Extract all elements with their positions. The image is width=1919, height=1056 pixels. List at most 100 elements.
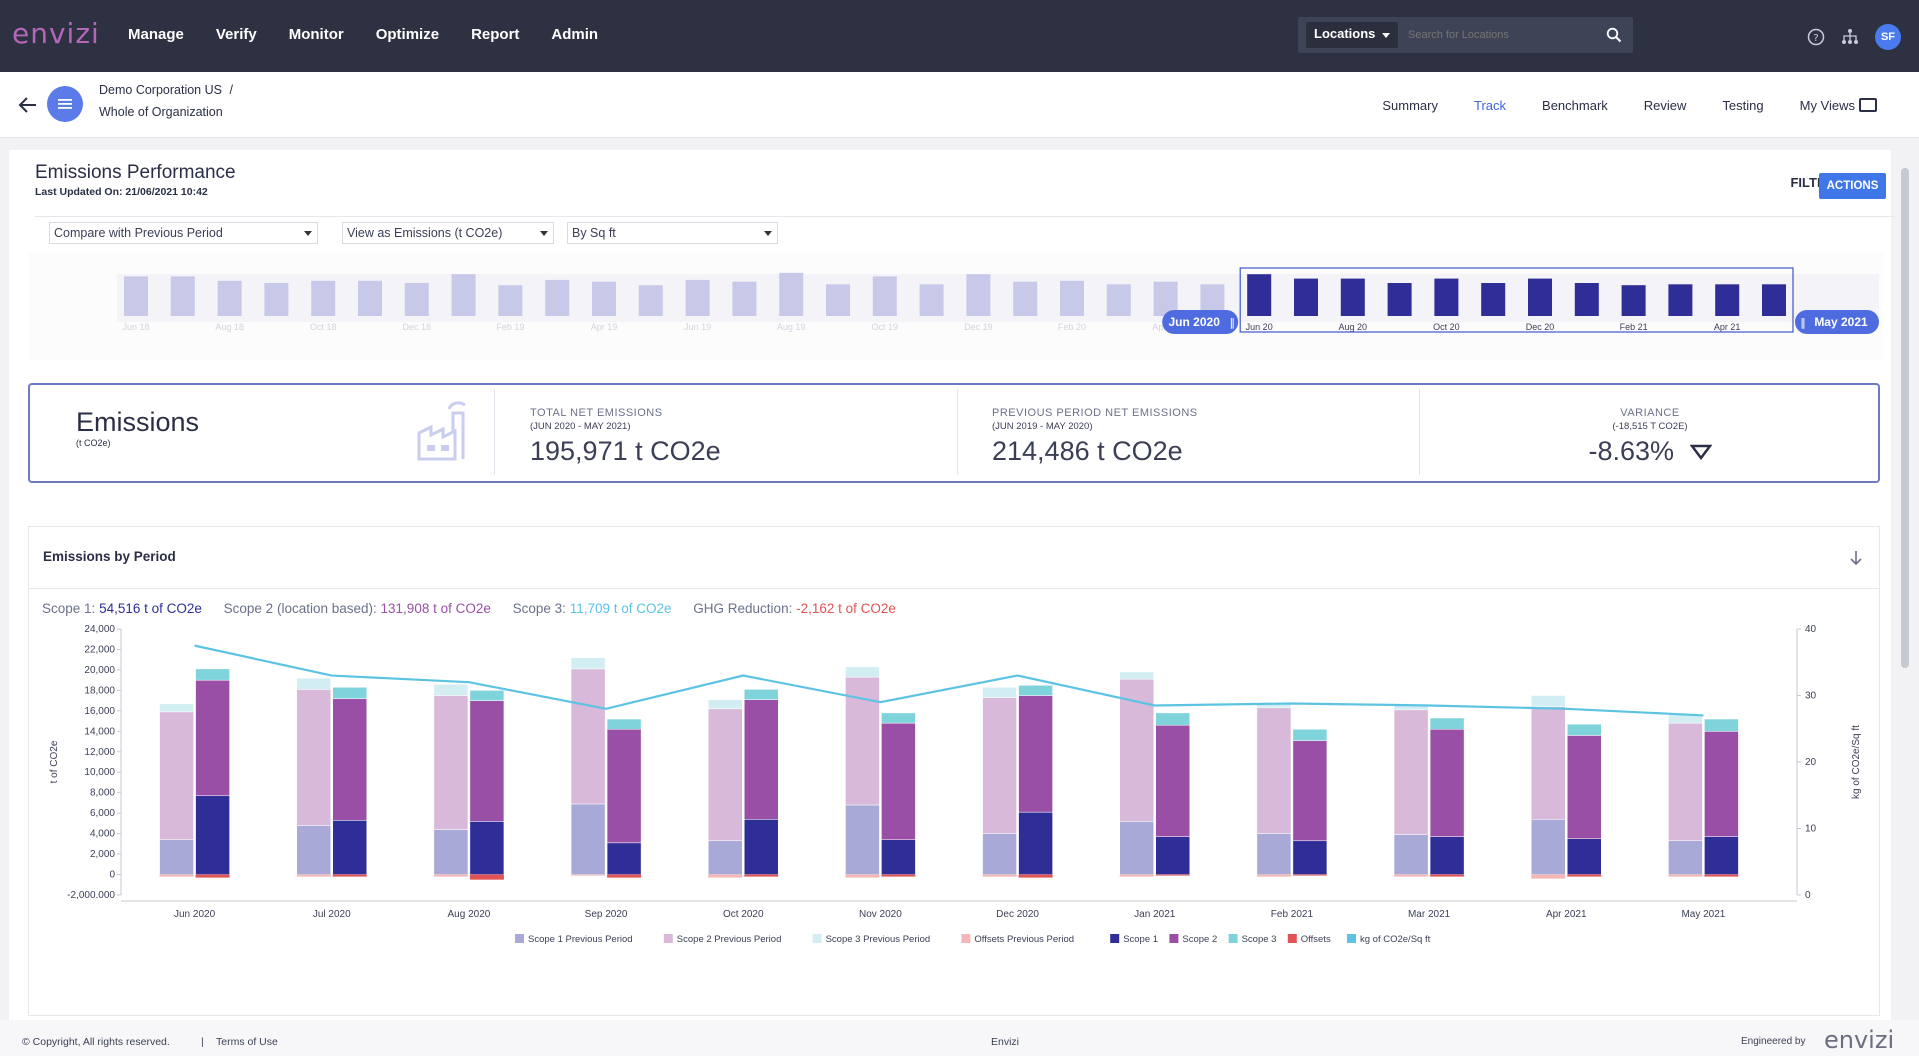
- main-nav: Manage Verify Monitor Optimize Report Ad…: [128, 26, 598, 43]
- mini-axis-label: Apr 21: [1714, 322, 1741, 332]
- bar-scope-2-previous-period: [1256, 707, 1292, 834]
- tab-track[interactable]: Track: [1474, 98, 1507, 113]
- bar-offsets: [195, 874, 230, 878]
- panel-toggle-icon[interactable]: [1859, 98, 1877, 112]
- nav-verify[interactable]: Verify: [215, 26, 257, 43]
- factory-icon: [417, 401, 466, 461]
- terms-link[interactable]: Terms of Use: [216, 1036, 278, 1048]
- help-icon[interactable]: ?: [1807, 28, 1825, 46]
- search-icon[interactable]: [1606, 27, 1622, 43]
- legend-item[interactable]: Scope 3 Previous Period: [812, 934, 931, 945]
- legend-swatch: [663, 934, 673, 943]
- page-scrollbar[interactable]: [1898, 152, 1912, 1018]
- user-avatar[interactable]: SF: [1875, 24, 1901, 50]
- breadcrumb-level[interactable]: Whole of Organization: [99, 105, 223, 119]
- range-end-handle[interactable]: ‖ May 2021: [1795, 310, 1879, 334]
- mini-axis-label: Jun 19: [684, 322, 711, 332]
- hierarchy-icon[interactable]: [1841, 28, 1859, 46]
- envizi-logo[interactable]: envizi: [12, 17, 100, 50]
- kpi-variance: VARIANCE (-18,515 T CO2E) -8.63%: [1420, 407, 1880, 503]
- ghg-value: -2,162 t of CO2e: [796, 601, 896, 616]
- legend-item[interactable]: Scope 1: [1110, 934, 1158, 945]
- legend-swatch: [961, 934, 971, 943]
- prev-value: 214,486 t CO2e: [992, 436, 1183, 466]
- tab-my-views[interactable]: My Views: [1799, 98, 1855, 113]
- bar-scope-1-previous-period: [1531, 819, 1566, 875]
- period-range-selector[interactable]: Jun 18 Aug 18 Oct 18 Dec 18 Feb 19 Apr 19 Jun …: [29, 252, 1884, 360]
- tab-benchmark[interactable]: Benchmark: [1542, 98, 1608, 113]
- breadcrumb-separator: /: [229, 83, 233, 97]
- nav-manage[interactable]: Manage: [128, 26, 184, 43]
- mini-bar: [1574, 283, 1599, 316]
- kpi-previous: PREVIOUS PERIOD NET EMISSIONS (JUN 2019 …: [992, 407, 1198, 503]
- nav-report[interactable]: Report: [471, 26, 520, 43]
- svg-text:?: ?: [1813, 33, 1818, 44]
- page-title: Emissions Performance: [35, 162, 236, 183]
- bar-scope-1-previous-period: [296, 825, 331, 875]
- nav-optimize[interactable]: Optimize: [375, 26, 440, 43]
- view-as-dropdown[interactable]: View as Emissions (t CO2e): [342, 222, 554, 244]
- mini-axis-label: Aug 18: [215, 322, 244, 332]
- search-input[interactable]: [1408, 23, 1598, 47]
- mini-bar: [1434, 278, 1459, 316]
- search-scope-select[interactable]: Locations: [1306, 22, 1398, 48]
- mini-axis-label: Dec 19: [964, 322, 993, 332]
- bar-scope-2: [1704, 731, 1739, 837]
- legend-item[interactable]: Offsets Previous Period: [961, 934, 1074, 945]
- mini-bar: [124, 276, 148, 316]
- mini-bar: [451, 274, 476, 316]
- bar-offsets-previous-period: [296, 874, 331, 877]
- mini-bar: [264, 283, 289, 316]
- emissions-by-period-section: Emissions by Period Scope 1: 54,516 t of…: [28, 526, 1880, 1016]
- triangle-down-icon: [1689, 444, 1713, 461]
- y-tick-label: 12,000: [84, 747, 115, 758]
- x-tick-label: Feb 2021: [1271, 909, 1314, 920]
- bar-scope-2: [1429, 729, 1465, 837]
- legend-item[interactable]: kg of CO2e/Sq ft: [1347, 934, 1431, 945]
- mini-axis-label: Jun 18: [122, 322, 149, 332]
- kpi-panel: Emissions (t CO2e) TOTAL NET EMISSIONS (…: [28, 383, 1880, 483]
- bar-scope-3-previous-period: [1119, 671, 1154, 680]
- back-arrow-icon[interactable]: [18, 96, 38, 114]
- tab-summary[interactable]: Summary: [1382, 98, 1438, 113]
- legend-swatch: [1287, 934, 1297, 943]
- bar-offsets: [1292, 874, 1327, 876]
- engineered-by: Engineered by: [1741, 1036, 1806, 1047]
- mini-timeline-chart[interactable]: Jun 18 Aug 18 Oct 18 Dec 18 Feb 19 Apr 19 Jun …: [29, 252, 1884, 360]
- bar-scope-1-previous-period: [708, 840, 743, 875]
- scope3-label: Scope 3:: [512, 601, 566, 616]
- range-start-handle[interactable]: Jun 2020 ‖: [1162, 310, 1239, 334]
- y-tick-label: 24,000: [84, 624, 115, 635]
- tab-review[interactable]: Review: [1643, 98, 1687, 113]
- page-header: Demo Corporation US / Whole of Organizat…: [0, 72, 1919, 138]
- legend-item[interactable]: Scope 1 Previous Period: [515, 934, 633, 945]
- legend-item[interactable]: Scope 2 Previous Period: [663, 934, 782, 945]
- legend-label: Scope 1 Previous Period: [528, 934, 633, 945]
- scrollbar-thumb[interactable]: [1901, 168, 1909, 668]
- bar-scope-2-previous-period: [570, 668, 606, 805]
- legend-item[interactable]: Scope 3: [1228, 934, 1277, 945]
- kpi-title: Emissions: [76, 407, 200, 437]
- bar-scope-2: [1292, 740, 1328, 842]
- intensity-line: [194, 644, 1704, 717]
- nav-monitor[interactable]: Monitor: [288, 26, 344, 43]
- breadcrumb-org[interactable]: Demo Corporation US: [99, 83, 222, 97]
- download-arrow-icon[interactable]: [1849, 549, 1863, 567]
- nav-admin[interactable]: Admin: [551, 26, 599, 43]
- tab-testing[interactable]: Testing: [1722, 98, 1764, 113]
- x-tick-label: Apr 2021: [1546, 909, 1587, 920]
- legend-item[interactable]: Scope 2: [1169, 934, 1217, 945]
- bar-scope-1-previous-period: [1393, 834, 1429, 875]
- actions-button[interactable]: ACTIONS: [1819, 173, 1886, 199]
- bar-scope-3: [1429, 717, 1465, 730]
- compare-dropdown[interactable]: Compare with Previous Period: [49, 222, 318, 244]
- legend-item[interactable]: Offsets: [1287, 934, 1331, 945]
- bar-scope-3: [332, 687, 367, 699]
- hierarchy-menu-button[interactable]: [47, 86, 83, 122]
- variance-sub: (-18,515 T CO2E): [1612, 421, 1688, 432]
- bar-scope-3: [1704, 718, 1739, 732]
- normalise-dropdown[interactable]: By Sq ft: [567, 222, 778, 244]
- handle-bg: [1162, 310, 1239, 334]
- bar-scope-3-previous-period: [845, 666, 880, 678]
- prev-period: (JUN 2019 - MAY 2020): [992, 421, 1093, 432]
